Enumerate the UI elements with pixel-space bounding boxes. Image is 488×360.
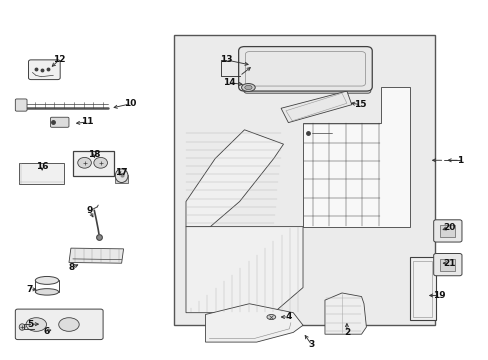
- Text: 2: 2: [343, 328, 349, 337]
- Text: 16: 16: [36, 162, 48, 171]
- Polygon shape: [303, 87, 409, 226]
- Text: 8: 8: [68, 264, 74, 273]
- Ellipse shape: [266, 315, 275, 319]
- Polygon shape: [205, 304, 303, 342]
- Text: 9: 9: [86, 206, 92, 215]
- Polygon shape: [69, 248, 123, 263]
- Text: 4: 4: [285, 312, 291, 321]
- Text: 3: 3: [308, 341, 314, 350]
- FancyBboxPatch shape: [50, 117, 69, 127]
- Bar: [73, 150, 114, 176]
- Ellipse shape: [59, 318, 79, 331]
- Ellipse shape: [94, 157, 107, 168]
- Text: 7: 7: [27, 285, 33, 294]
- Text: 1: 1: [456, 156, 462, 165]
- Bar: [173, 35, 434, 325]
- FancyBboxPatch shape: [433, 220, 461, 242]
- Ellipse shape: [78, 157, 91, 168]
- Ellipse shape: [19, 324, 25, 330]
- Text: 13: 13: [219, 55, 232, 64]
- Polygon shape: [281, 91, 351, 123]
- FancyBboxPatch shape: [28, 60, 60, 80]
- Bar: [439, 258, 454, 271]
- Text: 12: 12: [53, 55, 65, 64]
- Bar: [115, 175, 128, 183]
- Bar: [409, 257, 435, 320]
- Text: 21: 21: [442, 259, 455, 268]
- Polygon shape: [185, 130, 283, 226]
- Bar: [19, 163, 64, 184]
- Ellipse shape: [26, 318, 46, 331]
- FancyBboxPatch shape: [244, 78, 370, 93]
- Text: 5: 5: [27, 320, 33, 329]
- Text: 6: 6: [44, 327, 50, 336]
- Text: 19: 19: [432, 291, 445, 300]
- FancyBboxPatch shape: [433, 253, 461, 276]
- Text: 15: 15: [354, 100, 366, 109]
- Ellipse shape: [241, 84, 255, 91]
- Polygon shape: [185, 226, 303, 313]
- Text: 18: 18: [88, 150, 101, 159]
- Polygon shape: [325, 293, 366, 334]
- FancyBboxPatch shape: [15, 309, 103, 339]
- Text: 17: 17: [115, 168, 128, 177]
- Text: 20: 20: [442, 223, 454, 232]
- Bar: [412, 261, 431, 317]
- FancyBboxPatch shape: [15, 99, 27, 111]
- Ellipse shape: [244, 85, 251, 90]
- Text: 14: 14: [222, 78, 235, 87]
- Ellipse shape: [35, 289, 59, 295]
- Ellipse shape: [35, 276, 59, 284]
- FancyBboxPatch shape: [238, 46, 371, 91]
- Text: 10: 10: [123, 99, 136, 108]
- Ellipse shape: [115, 169, 128, 183]
- Text: 11: 11: [81, 117, 94, 126]
- Bar: [439, 225, 454, 237]
